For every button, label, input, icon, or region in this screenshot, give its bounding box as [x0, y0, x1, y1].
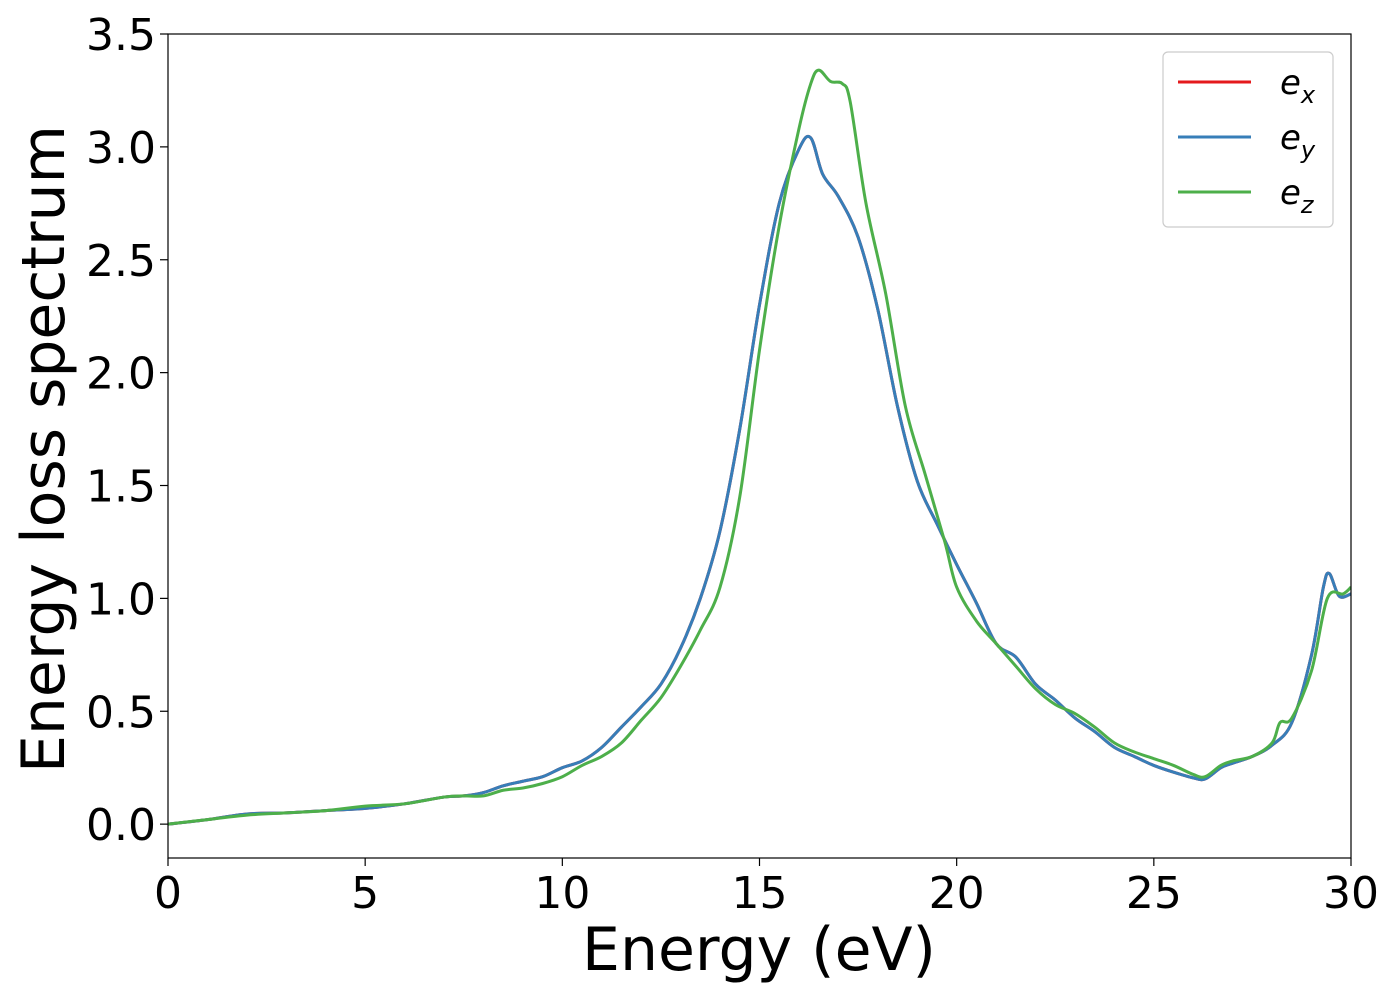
y-axis-label: Energy loss spectrum — [9, 125, 79, 773]
x-axis-label: Energy (eV) — [582, 915, 936, 985]
y-tick-label: 2.5 — [86, 236, 156, 287]
x-tick-label: 0 — [154, 868, 182, 919]
x-tick-label: 30 — [1323, 868, 1379, 919]
legend-label-z: ez — [1280, 173, 1315, 219]
legend-box — [1162, 51, 1334, 228]
legend: ex ey ez — [1162, 51, 1334, 228]
y-tick-label: 2.0 — [86, 349, 156, 400]
y-tick-label: 1.5 — [86, 462, 156, 513]
legend-label-x: ex — [1280, 63, 1316, 109]
x-tick-label: 15 — [732, 868, 788, 919]
series-line-ez — [168, 68, 1351, 826]
y-tick-label: 0.0 — [86, 800, 156, 851]
y-tick-label: 1.0 — [86, 574, 156, 625]
series-line-ey — [168, 134, 1351, 826]
y-tick-label: 3.0 — [86, 123, 156, 174]
x-tick-label: 5 — [351, 868, 379, 919]
y-tick-label: 0.5 — [86, 687, 156, 738]
x-tick-label: 25 — [1126, 868, 1182, 919]
y-tick-label: 3.5 — [86, 10, 156, 61]
legend-label-y: ey — [1280, 118, 1316, 164]
axis-ticks: 0 5 10 15 20 25 30 0.0 0.5 1.0 1.5 2.0 2.5 3.0 3.5 — [86, 10, 1379, 919]
series-line-ex — [168, 134, 1351, 826]
x-tick-label: 20 — [929, 868, 985, 919]
x-tick-label: 10 — [534, 868, 590, 919]
